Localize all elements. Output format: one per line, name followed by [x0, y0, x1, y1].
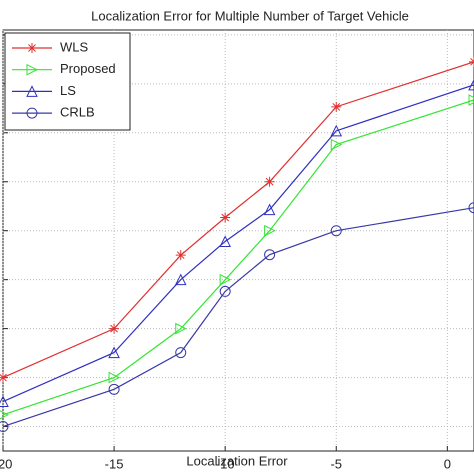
series-line	[2, 99, 474, 416]
marker	[264, 176, 275, 187]
legend-box	[4, 32, 131, 131]
series-line	[2, 84, 474, 403]
series-line	[2, 207, 474, 428]
marker	[108, 383, 120, 395]
marker	[0, 372, 8, 383]
marker	[468, 78, 474, 91]
marker	[0, 410, 10, 420]
marker	[108, 346, 120, 359]
legend-label: WLS	[60, 39, 89, 54]
marker	[108, 371, 121, 384]
marker	[330, 124, 343, 137]
marker	[219, 285, 231, 297]
marker	[263, 203, 276, 216]
legend-label: Proposed	[60, 61, 116, 76]
marker	[26, 107, 38, 119]
x-tick-label: -15	[105, 456, 124, 471]
marker	[26, 85, 38, 97]
marker	[174, 273, 187, 286]
x-tick-label: -20	[0, 456, 12, 471]
marker	[26, 63, 39, 76]
marker	[175, 250, 186, 261]
marker	[468, 202, 474, 214]
marker	[469, 56, 474, 67]
marker	[220, 212, 231, 223]
marker	[219, 273, 232, 286]
marker	[0, 421, 9, 433]
x-axis-label: Localization Error	[186, 453, 288, 468]
chart-title: Localization Error for Multiple Number o…	[91, 8, 409, 23]
marker	[219, 235, 231, 247]
legend-label: LS	[60, 83, 76, 98]
marker	[0, 395, 9, 408]
marker	[330, 225, 342, 237]
marker	[175, 322, 187, 335]
marker	[330, 138, 343, 151]
marker	[109, 323, 120, 334]
legend-label: CRLB	[60, 105, 95, 120]
marker	[331, 101, 342, 112]
marker	[27, 43, 37, 53]
x-tick-label: -5	[330, 456, 342, 471]
marker	[264, 224, 276, 237]
marker	[468, 94, 474, 106]
x-tick-label: 0	[444, 456, 451, 471]
marker	[175, 347, 187, 359]
marker	[264, 249, 276, 261]
x-tick-label: -10	[216, 456, 235, 471]
